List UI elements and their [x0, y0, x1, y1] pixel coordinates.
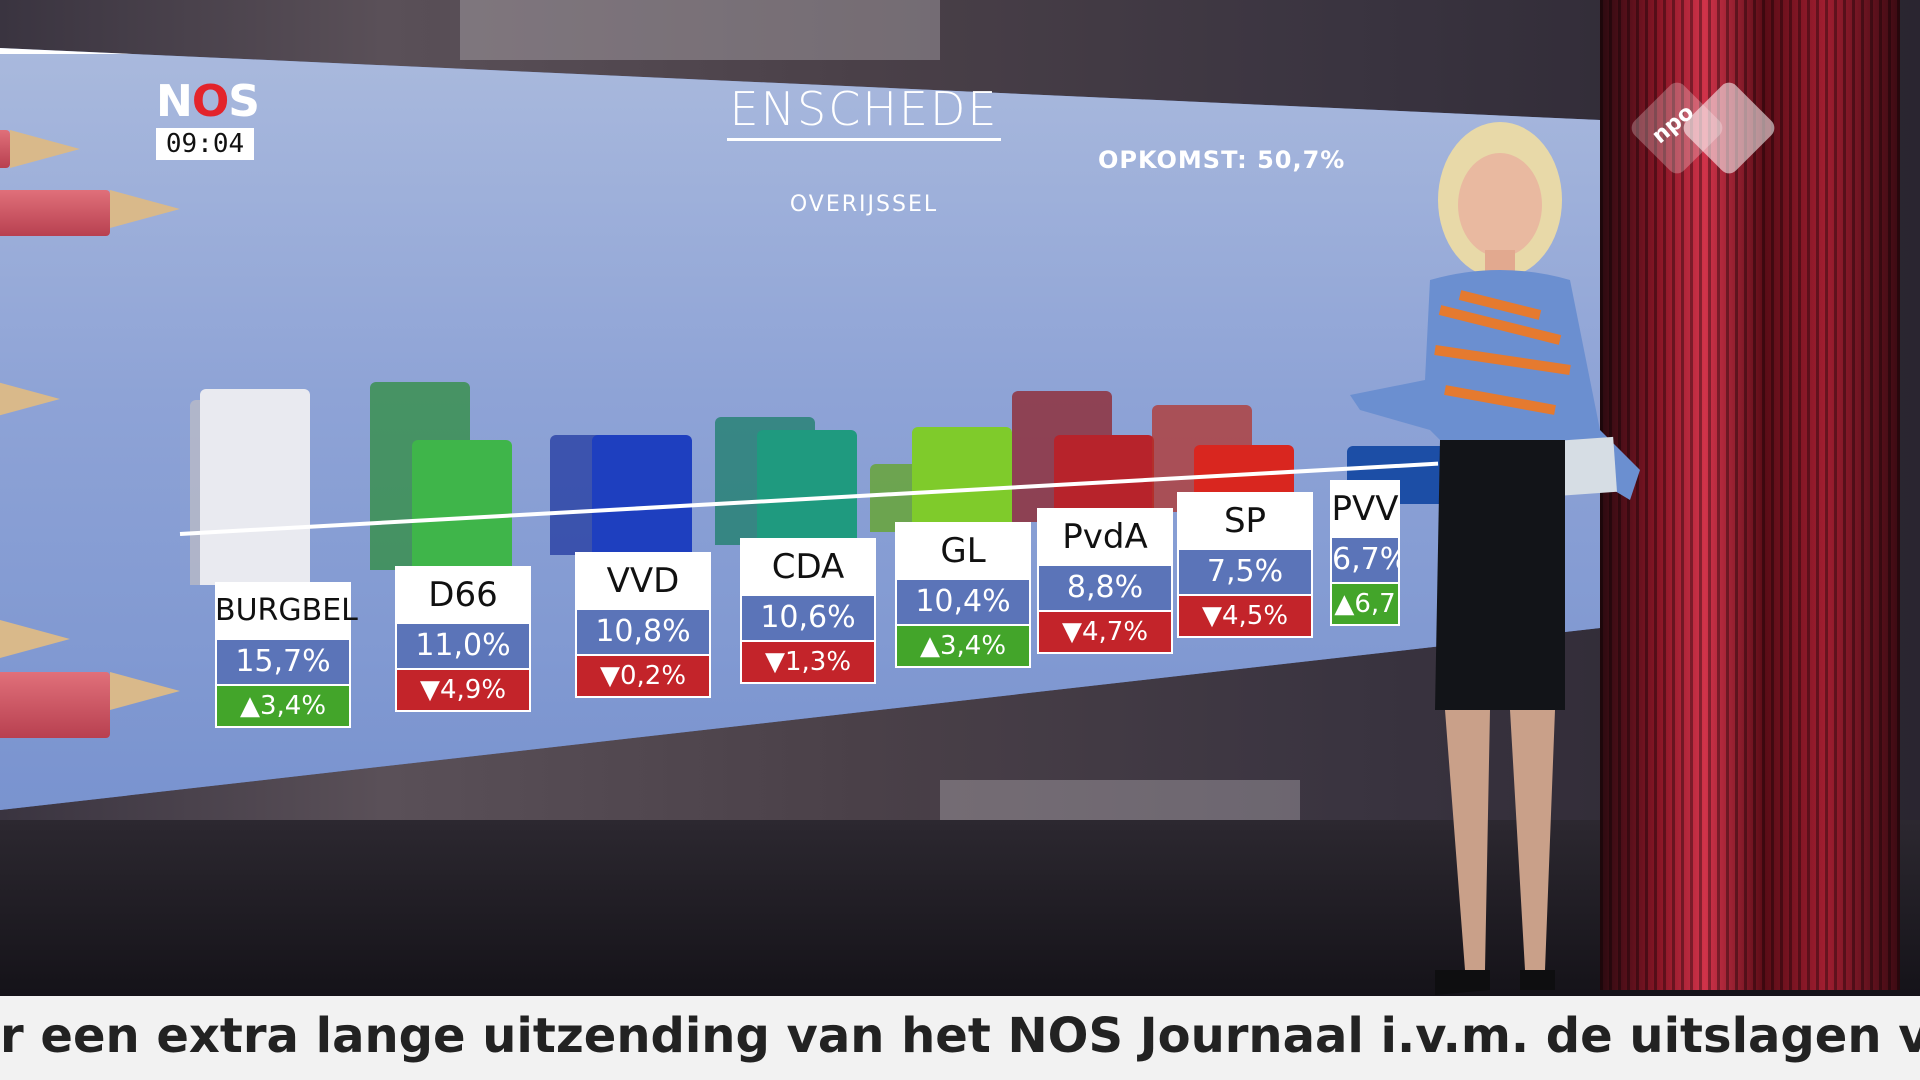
- bar-d66: [412, 440, 512, 570]
- presenter-skirt: [1435, 440, 1565, 710]
- presenter-face: [1458, 153, 1542, 257]
- party-change: ▼1,3%: [740, 642, 876, 684]
- party-card-vvd: VVD 10,8% ▼0,2%: [575, 552, 711, 698]
- municipality-title: ENSCHEDE: [727, 82, 1001, 141]
- party-percentage: 15,7%: [215, 640, 351, 686]
- blouse-pattern: [1434, 290, 1571, 415]
- party-card-pvda: PvdA 8,8% ▼4,7%: [1037, 508, 1173, 654]
- arrow-up-icon: ▲: [1334, 589, 1355, 619]
- party-change: ▼4,9%: [395, 670, 531, 712]
- ticker-text: r een extra lange uitzending van het NOS…: [0, 1008, 1920, 1064]
- party-name: SP: [1177, 492, 1313, 550]
- change-value: 4,5%: [1221, 601, 1289, 631]
- party-percentage: 10,8%: [575, 610, 711, 656]
- party-name: PvdA: [1037, 508, 1173, 566]
- turnout-label: OPKOMST: 50,7%: [1098, 146, 1346, 174]
- bar-gl: [912, 427, 1012, 532]
- bar-cda: [757, 430, 857, 545]
- party-change: ▲3,4%: [215, 686, 351, 728]
- npo1-logo: npo: [1627, 78, 1779, 178]
- party-change: ▲3,4%: [895, 626, 1031, 668]
- change-value: 4,9%: [439, 675, 507, 705]
- change-value: 3,4%: [939, 631, 1007, 661]
- party-change: ▼4,5%: [1177, 596, 1313, 638]
- pencil-decoration: [0, 130, 80, 168]
- arrow-down-icon: ▼: [419, 675, 440, 705]
- bar-vvd: [592, 435, 692, 555]
- presenter: [1350, 122, 1640, 995]
- arrow-down-icon: ▼: [1061, 617, 1082, 647]
- nos-wordmark: NOS: [156, 76, 260, 127]
- pencil-decoration: [0, 190, 180, 236]
- presenter-legs: [1445, 710, 1555, 970]
- party-name: CDA: [740, 538, 876, 596]
- change-value: 6,7: [1354, 589, 1396, 619]
- party-name: GL: [895, 522, 1031, 580]
- pencil-decoration: [0, 672, 180, 738]
- party-change: ▼4,7%: [1037, 612, 1173, 654]
- arrow-down-icon: ▼: [599, 661, 620, 691]
- party-percentage: 11,0%: [395, 624, 531, 670]
- party-name: VVD: [575, 552, 711, 610]
- party-percentage: 6,7%: [1330, 538, 1400, 584]
- arrow-up-icon: ▲: [239, 691, 260, 721]
- party-card-gl: GL 10,4% ▲3,4%: [895, 522, 1031, 668]
- bar-burgbel: [200, 389, 310, 585]
- change-value: 3,4%: [259, 691, 327, 721]
- studio-panel: [460, 0, 940, 60]
- change-value: 4,7%: [1081, 617, 1149, 647]
- province-subtitle: OVERIJSSEL: [789, 192, 939, 217]
- news-ticker: r een extra lange uitzending van het NOS…: [0, 996, 1920, 1080]
- clock-time: 09:04: [156, 128, 254, 160]
- party-card-sp: SP 7,5% ▼4,5%: [1177, 492, 1313, 638]
- nos-logo: NOS 09:04: [156, 76, 260, 160]
- party-percentage: 8,8%: [1037, 566, 1173, 612]
- party-card-d66: D66 11,0% ▼4,9%: [395, 566, 531, 712]
- party-card-burgbel: BURGBEL 15,7% ▲3,4%: [215, 582, 358, 728]
- party-name: BURGBEL: [215, 582, 358, 640]
- red-light-column: [1600, 0, 1900, 990]
- party-percentage: 10,6%: [740, 596, 876, 642]
- arrow-up-icon: ▲: [919, 631, 940, 661]
- change-value: 1,3%: [784, 647, 852, 677]
- party-change: ▲6,7: [1330, 584, 1400, 626]
- arrow-down-icon: ▼: [764, 647, 785, 677]
- party-percentage: 7,5%: [1177, 550, 1313, 596]
- arrow-down-icon: ▼: [1201, 601, 1222, 631]
- party-name: D66: [395, 566, 531, 624]
- presenter-shoes: [1435, 970, 1555, 995]
- party-card-cda: CDA 10,6% ▼1,3%: [740, 538, 876, 684]
- party-percentage: 10,4%: [895, 580, 1031, 626]
- change-value: 0,2%: [619, 661, 687, 691]
- party-name: PVV: [1330, 480, 1400, 538]
- party-change: ▼0,2%: [575, 656, 711, 698]
